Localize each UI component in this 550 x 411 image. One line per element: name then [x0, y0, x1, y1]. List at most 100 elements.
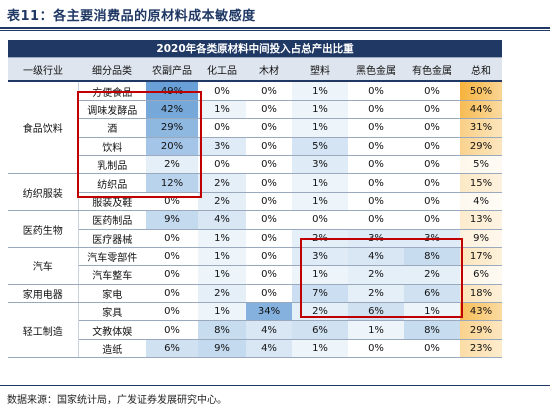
value-cell: 0% [246, 81, 292, 101]
header-cell: 有色金属 [404, 57, 460, 83]
value-cell: 0% [146, 265, 198, 285]
sensitivity-table: 2020年各类原材料中间投入占总产出比重 一级行业 细分品类 农副产品 化工品 … [8, 40, 503, 359]
subcategory-cell: 调味发酵品 [78, 100, 146, 120]
industry-cell: 纺织服装 [8, 173, 79, 212]
value-cell: 0% [198, 81, 246, 101]
subcategory-cell: 方便食品 [78, 81, 146, 101]
value-cell: 2% [198, 173, 246, 193]
total-cell: 9% [460, 229, 503, 248]
subcategory-cell: 服装及鞋 [78, 192, 146, 212]
subcategory-cell: 造纸 [78, 339, 146, 359]
value-cell: 0% [246, 192, 292, 212]
value-cell: 42% [146, 100, 198, 120]
value-cell: 0% [246, 229, 292, 248]
title-rule [0, 27, 550, 29]
header-cell: 总和 [460, 57, 503, 83]
table-row: 造纸 6% 9% 4% 1% 0% 0% 23% [8, 339, 503, 359]
value-cell: 6% [348, 302, 404, 322]
value-cell: 0% [348, 339, 404, 359]
total-cell: 29% [460, 137, 503, 156]
value-cell: 0% [348, 118, 404, 138]
table-row: 医药生物 医药制品 9% 4% 0% 0% 0% 0% 13% [8, 210, 503, 248]
value-cell: 4% [246, 339, 292, 359]
header-cell: 黑色金属 [348, 57, 404, 83]
value-cell: 1% [292, 81, 348, 101]
value-cell: 1% [348, 320, 404, 340]
value-cell: 2% [292, 302, 348, 322]
value-cell: 8% [404, 247, 460, 267]
value-cell: 0% [348, 173, 404, 193]
value-cell: 0% [146, 192, 198, 212]
total-cell: 29% [460, 320, 503, 340]
value-cell: 0% [404, 100, 460, 120]
footer-rule [0, 385, 550, 386]
value-cell: 2% [348, 284, 404, 304]
value-cell: 0% [146, 247, 198, 267]
table-row: 饮料 20% 3% 0% 5% 0% 0% 29% [8, 137, 503, 156]
subcategory-cell: 汽车零部件 [78, 247, 146, 267]
value-cell: 9% [198, 339, 246, 359]
value-cell: 6% [404, 284, 460, 304]
value-cell: 0% [246, 173, 292, 193]
value-cell: 6% [292, 320, 348, 340]
total-cell: 44% [460, 100, 503, 120]
table-row: 家用电器 家电 0% 2% 0% 7% 2% 6% 18% [8, 284, 503, 304]
value-cell: 2% [292, 229, 348, 248]
total-cell: 23% [460, 339, 503, 359]
value-cell: 1% [292, 173, 348, 193]
value-cell: 2% [348, 265, 404, 285]
value-cell: 0% [198, 155, 246, 175]
total-cell: 6% [460, 265, 503, 285]
value-cell: 0% [246, 265, 292, 285]
value-cell: 1% [198, 302, 246, 322]
value-cell: 1% [198, 100, 246, 120]
value-cell: 0% [348, 81, 404, 101]
table-row: 汽车 汽车零部件 0% 1% 0% 3% 4% 8% 17% [8, 247, 503, 285]
value-cell: 0% [348, 100, 404, 120]
source-note: 数据来源：国家统计局，广发证券发展研究中心。 [7, 395, 227, 406]
value-cell: 0% [404, 137, 460, 156]
value-cell: 0% [348, 137, 404, 156]
value-cell: 0% [146, 284, 198, 304]
value-cell: 0% [246, 155, 292, 175]
value-cell: 4% [348, 247, 404, 267]
value-cell: 1% [292, 339, 348, 359]
table-row: 纺织服装 纺织品 12% 2% 0% 1% 0% 0% 15% [8, 173, 503, 212]
header-cell: 化工品 [198, 57, 246, 83]
value-cell: 2% [146, 155, 198, 175]
table-row: 文教体娱 0% 8% 4% 6% 1% 8% 29% [8, 320, 503, 340]
value-cell: 3% [198, 137, 246, 156]
table-row: 调味发酵品 42% 1% 0% 1% 0% 0% 44% [8, 100, 503, 120]
table-row: 乳制品 2% 0% 0% 3% 0% 0% 5% [8, 155, 503, 175]
value-cell: 1% [292, 192, 348, 212]
value-cell: 6% [146, 339, 198, 359]
value-cell: 2% [198, 284, 246, 304]
value-cell: 7% [292, 284, 348, 304]
industry-cell: 汽车 [8, 247, 79, 285]
header-cell: 农副产品 [146, 57, 198, 83]
total-cell: 15% [460, 173, 503, 193]
value-cell: 0% [246, 118, 292, 138]
industry-cell: 食品饮料 [8, 81, 79, 175]
subcategory-cell: 家电 [78, 284, 146, 304]
table-row: 酒 29% 0% 0% 1% 0% 0% 31% [8, 118, 503, 138]
value-cell: 29% [146, 118, 198, 138]
header-cell: 木材 [246, 57, 292, 83]
value-cell: 2% [404, 265, 460, 285]
total-cell: 17% [460, 247, 503, 267]
table-row: 食品饮料 方便食品 49% 0% 0% 1% 0% 0% 50% [8, 81, 503, 175]
value-cell: 0% [246, 137, 292, 156]
value-cell: 0% [404, 339, 460, 359]
header-row: 一级行业 细分品类 农副产品 化工品 木材 塑料 黑色金属 有色金属 总和 [8, 57, 503, 83]
value-cell: 0% [404, 155, 460, 175]
table-row: 医疗器械 0% 1% 0% 2% 3% 3% 9% [8, 229, 503, 248]
value-cell: 0% [246, 247, 292, 267]
total-cell: 31% [460, 118, 503, 138]
total-cell: 43% [460, 302, 503, 322]
value-cell: 0% [404, 118, 460, 138]
total-cell: 18% [460, 284, 503, 304]
value-cell: 3% [348, 229, 404, 248]
subcategory-cell: 医药制品 [78, 210, 146, 230]
table-title: 2020年各类原材料中间投入占总产出比重 [8, 40, 503, 59]
value-cell: 3% [404, 229, 460, 248]
